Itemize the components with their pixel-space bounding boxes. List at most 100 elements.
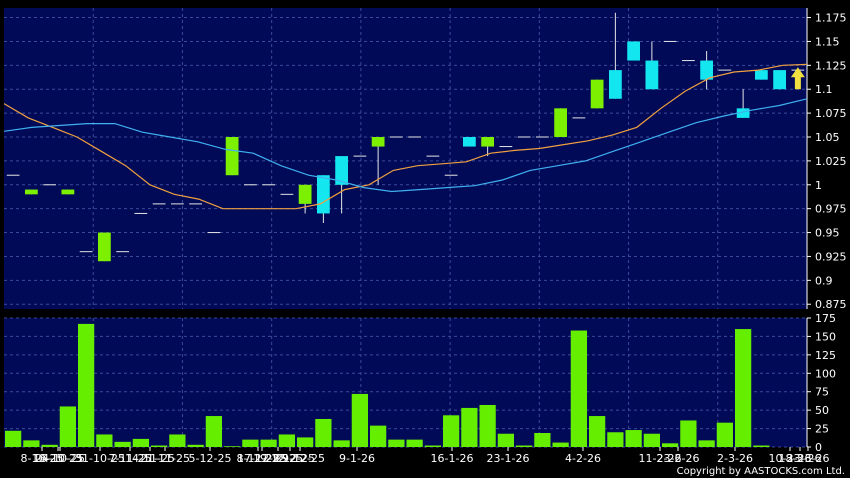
volume-bar: [169, 434, 186, 447]
volume-bar: [735, 329, 752, 447]
volume-bar: [78, 323, 95, 447]
volume-bar: [151, 445, 168, 447]
volume-tick-label: 125: [815, 349, 836, 362]
price-tick-label: 0.95: [815, 227, 840, 240]
x-tick-label: 5-12-25: [189, 452, 232, 465]
price-tick-label: 0.925: [815, 250, 847, 263]
x-tick-label: 17-12-25: [237, 452, 287, 465]
price-tick-label: 1.125: [815, 59, 847, 72]
candle-up: [24, 189, 38, 195]
volume-bar: [114, 441, 131, 447]
volume-bar: [388, 439, 405, 447]
volume-bar: [5, 430, 22, 447]
volume-bar: [570, 330, 587, 447]
x-tick-label: 23-3-26: [787, 452, 830, 465]
candle-down: [608, 70, 622, 99]
x-tick-label: 8-12-25: [237, 452, 280, 465]
volume-bar: [132, 438, 149, 447]
volume-bar: [589, 416, 606, 447]
volume-panel: 175 150 125 100 75 50 25 0: [4, 312, 836, 454]
volume-bar: [680, 420, 697, 447]
x-tick-label: 29-12-25: [275, 452, 325, 465]
volume-bar: [187, 444, 204, 447]
x-tick-label: 22-12-25: [265, 452, 315, 465]
price-tick-label: 0.875: [815, 298, 847, 311]
price-tick-label: 1.15: [815, 35, 840, 48]
volume-bar: [716, 422, 733, 447]
volume-bar: [552, 442, 569, 447]
ma-long-line: [3, 98, 808, 193]
price-tick-label: 1.175: [815, 12, 847, 25]
x-tick-label: 14-11-25: [125, 452, 175, 465]
volume-bar: [224, 446, 241, 447]
candle-up: [481, 137, 495, 147]
candle-down: [700, 60, 714, 80]
candle-up: [97, 232, 111, 262]
volume-bar: [698, 440, 715, 447]
volume-bar: [753, 445, 770, 447]
volume-bar: [278, 434, 295, 447]
volume-bar: [260, 439, 277, 447]
volume-bar: [370, 425, 387, 447]
x-tick-label: 11-2-26: [639, 452, 682, 465]
volume-bar: [424, 445, 441, 447]
x-tick-label: 16-1-26: [431, 452, 474, 465]
volume-bar: [242, 439, 259, 447]
x-tick-label: 10-3-26: [769, 452, 812, 465]
x-tick-label: 8-10-25: [21, 452, 64, 465]
volume-bar: [534, 432, 551, 447]
volume-tick-label: 50: [815, 404, 829, 417]
candle-up: [298, 184, 312, 204]
volume-bar: [479, 404, 496, 447]
volume-bar: [406, 439, 423, 447]
price-panel: 1.175 1.15 1.125 1.1 1.075 1.05 1.025 1 0.975 0.9…: [3, 8, 847, 311]
volume-bar: [59, 406, 76, 447]
price-tick-label: 1.025: [815, 155, 847, 168]
volume-bar: [643, 433, 660, 447]
x-tick-label: 9-1-26: [339, 452, 375, 465]
candle-up: [590, 79, 604, 109]
price-tick-label: 1.1: [815, 83, 833, 96]
volume-tick-label: 0: [815, 441, 822, 454]
price-tick-label: 0.9: [815, 274, 833, 287]
volume-tick-label: 100: [815, 367, 836, 380]
x-tick-label: 24-10-25: [35, 452, 85, 465]
volume-bar: [497, 433, 514, 447]
volume-tick-label: 75: [815, 386, 829, 399]
candle-up: [554, 108, 568, 137]
x-tick-label: 31-10-25: [75, 452, 125, 465]
candle-up: [371, 137, 385, 147]
candle-down: [736, 108, 750, 118]
volume-tick-label: 175: [815, 312, 836, 325]
price-panel-bg: [4, 8, 807, 309]
x-axis: 8-10-2516-10-2524-10-2531-10-257-11-2514…: [21, 447, 830, 465]
volume-tick-label: 150: [815, 330, 836, 343]
volume-bar: [333, 440, 350, 447]
volume-bar: [351, 393, 368, 447]
volume-bar: [625, 430, 642, 447]
volume-bar: [297, 437, 314, 447]
x-tick-label: 21-11-25: [140, 452, 190, 465]
price-tick-label: 1.075: [815, 107, 847, 120]
candle-down: [754, 70, 768, 80]
price-tick-label: 1.05: [815, 131, 840, 144]
x-tick-label: 23-1-26: [487, 452, 530, 465]
candle-down: [335, 156, 349, 185]
x-tick-label: 18-3-26: [779, 452, 822, 465]
ma-short-line: [3, 63, 808, 210]
volume-bar: [516, 445, 533, 447]
volume-bar: [96, 434, 113, 447]
arrow-up-icon: [790, 67, 805, 90]
candle-up: [225, 137, 239, 176]
volume-bar: [205, 416, 222, 447]
volume-bar: [23, 440, 40, 447]
candle-down: [462, 137, 476, 147]
x-tick-label: 4-2-26: [565, 452, 601, 465]
candle-down: [773, 70, 787, 90]
x-tick-label: 2-3-26: [717, 452, 753, 465]
candle-down: [316, 175, 330, 214]
volume-bar: [41, 444, 58, 447]
copyright-text: Copyright by AASTOCKS.com Ltd.: [677, 466, 845, 477]
